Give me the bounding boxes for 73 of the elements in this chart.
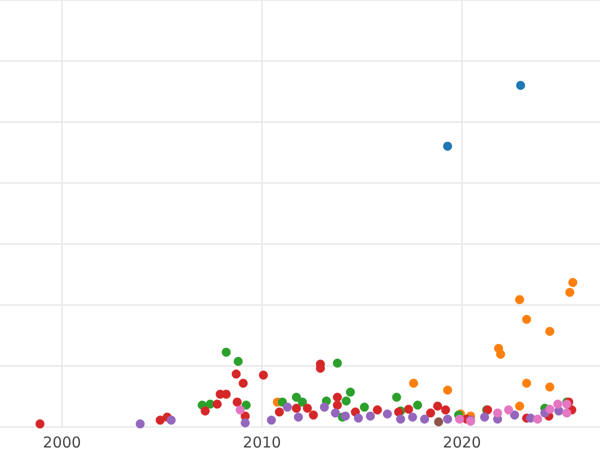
point bbox=[522, 314, 532, 324]
point bbox=[238, 378, 248, 388]
point bbox=[515, 295, 524, 304]
point bbox=[545, 404, 554, 414]
point bbox=[320, 402, 329, 412]
point bbox=[565, 288, 574, 297]
point bbox=[200, 406, 210, 416]
point bbox=[515, 402, 524, 411]
point bbox=[282, 402, 292, 412]
point bbox=[298, 398, 307, 407]
point bbox=[36, 419, 44, 428]
point bbox=[443, 142, 452, 151]
point bbox=[443, 414, 452, 424]
point bbox=[292, 392, 301, 402]
point bbox=[332, 400, 342, 410]
point bbox=[545, 382, 554, 392]
point bbox=[568, 278, 578, 287]
point bbox=[136, 419, 145, 428]
point bbox=[366, 412, 375, 421]
point bbox=[545, 326, 554, 336]
point bbox=[455, 414, 464, 424]
point bbox=[258, 370, 268, 380]
point bbox=[294, 412, 303, 422]
point bbox=[409, 378, 418, 388]
point bbox=[236, 405, 245, 414]
point bbox=[426, 408, 436, 418]
point bbox=[156, 416, 165, 425]
point bbox=[360, 402, 369, 412]
point bbox=[240, 418, 250, 428]
point bbox=[433, 402, 442, 411]
x-tick-label: 2000 bbox=[42, 434, 82, 450]
point bbox=[330, 408, 340, 418]
point bbox=[404, 404, 414, 414]
point bbox=[222, 348, 231, 357]
point bbox=[340, 412, 350, 421]
point bbox=[493, 408, 502, 418]
point bbox=[332, 392, 342, 402]
point bbox=[441, 405, 450, 414]
point bbox=[242, 400, 251, 410]
point bbox=[234, 356, 243, 366]
point bbox=[274, 407, 284, 416]
point bbox=[510, 410, 520, 420]
x-tick-label: 2010 bbox=[242, 434, 282, 450]
point bbox=[408, 412, 418, 422]
point bbox=[562, 408, 572, 418]
point bbox=[308, 410, 318, 420]
point bbox=[420, 414, 430, 424]
point bbox=[553, 400, 562, 409]
point bbox=[332, 358, 342, 368]
point bbox=[533, 414, 542, 424]
point bbox=[232, 398, 242, 407]
point bbox=[372, 405, 382, 414]
point bbox=[354, 414, 363, 423]
x-tick-label: 2020 bbox=[442, 434, 482, 450]
point bbox=[302, 404, 312, 413]
point bbox=[504, 405, 514, 414]
point bbox=[480, 412, 490, 422]
point bbox=[346, 388, 355, 397]
point bbox=[212, 400, 222, 409]
point bbox=[166, 416, 176, 425]
point bbox=[522, 378, 532, 388]
point bbox=[266, 416, 276, 425]
point bbox=[382, 410, 392, 419]
point bbox=[496, 350, 506, 359]
point bbox=[232, 370, 241, 379]
point bbox=[342, 396, 351, 406]
point bbox=[413, 400, 422, 410]
point bbox=[516, 80, 526, 90]
point bbox=[434, 417, 444, 426]
point bbox=[292, 404, 301, 413]
point bbox=[392, 392, 402, 402]
point bbox=[396, 414, 406, 424]
point bbox=[443, 386, 452, 395]
